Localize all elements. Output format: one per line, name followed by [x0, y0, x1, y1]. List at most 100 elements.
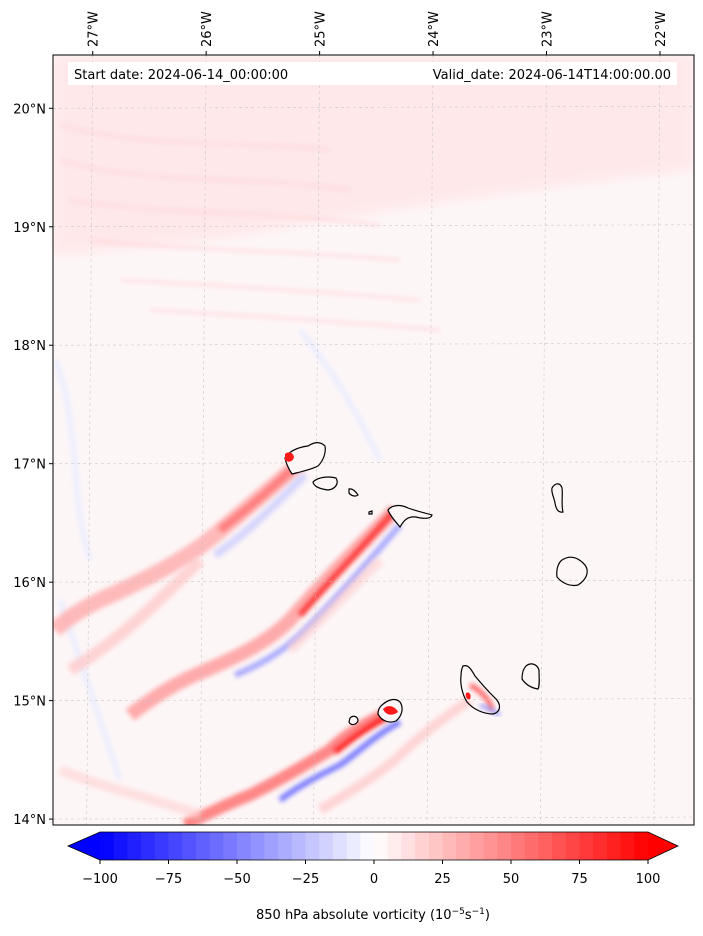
colorbar-segment	[593, 832, 608, 860]
lat-tick-label: 16°N	[13, 576, 46, 591]
colorbar-min-extend-arrow	[68, 832, 100, 860]
colorbar-segment	[182, 832, 197, 860]
lat-tick-label: 17°N	[13, 458, 46, 473]
island-sao-nicolau	[387, 504, 433, 529]
colorbar-segment	[332, 832, 348, 860]
lat-tick-label: 18°N	[13, 339, 46, 354]
colorbar-tick-label: 100	[636, 872, 661, 887]
island-santa-luzia	[348, 488, 359, 497]
lon-tick-label: 23°W	[541, 11, 556, 47]
colorbar-segment	[141, 832, 156, 860]
colorbar-title: 850 hPa absolute vorticity (10−5s−1)	[256, 907, 490, 923]
colorbar-tick-label: 25	[434, 872, 451, 887]
colorbar-max-extend-arrow	[648, 832, 678, 860]
colorbar-segment	[250, 832, 265, 860]
colorbar-segment	[360, 832, 375, 860]
colorbar-segment	[113, 832, 128, 860]
island-santiago	[460, 665, 501, 715]
colorbar-segment	[374, 832, 389, 860]
map-frame	[52, 54, 695, 826]
valid-date-label: Valid_date: 2024-06-14T14:00:00.00	[433, 68, 671, 83]
island-sal	[551, 483, 564, 513]
colorbar-segment	[483, 832, 498, 860]
colorbar-tick-label: 75	[571, 872, 588, 887]
colorbar-segment	[401, 832, 416, 860]
vorticity-streak-negative-1	[212, 472, 308, 559]
colorbar-segment	[565, 832, 581, 860]
lat-tick-label: 15°N	[13, 695, 46, 710]
gridline-lat	[52, 106, 695, 109]
colorbar-ticks: −100 −75 −50 −25 0 25 50 75 100	[82, 860, 660, 887]
colorbar-segment	[209, 832, 224, 860]
colorbar-segment	[456, 832, 471, 860]
island-santo-antao	[284, 442, 326, 475]
gridline-lat	[52, 461, 695, 464]
colorbar-tick-label: −25	[292, 872, 319, 887]
info-box: Start date: 2024-06-14_00:00:00 Valid_da…	[68, 62, 677, 85]
island-brava	[348, 715, 359, 726]
colorbar-segment	[127, 832, 142, 860]
colorbar-segment	[305, 832, 320, 860]
colorbar-segment	[319, 832, 334, 860]
colorbar-tick-label: 50	[503, 872, 520, 887]
colorbar-tick-label: −50	[223, 872, 250, 887]
gridline-lon	[86, 54, 94, 826]
colorbar-segment	[387, 832, 402, 860]
lon-tick-label: 24°W	[427, 11, 442, 47]
colorbar-segment	[497, 832, 512, 860]
gridline-lat	[52, 816, 695, 820]
gridline-lat	[52, 579, 695, 583]
colorbar-segments	[100, 832, 649, 860]
colorbar-segment	[428, 832, 444, 860]
gridline-lon	[199, 54, 207, 826]
longitude-axis: 27°W 26°W 25°W 24°W 23°W 22°W	[87, 11, 669, 55]
colorbar-segment	[237, 832, 252, 860]
colorbar-segment	[524, 832, 539, 860]
lon-tick-label: 27°W	[87, 11, 102, 47]
colorbar-segment	[606, 832, 622, 860]
colorbar-segment	[264, 832, 279, 860]
start-date-label: Start date: 2024-06-14_00:00:00	[74, 68, 288, 83]
gridline-lon	[653, 54, 661, 826]
vorticity-streak-negative-3	[278, 719, 402, 803]
colorbar-tick-label: −75	[155, 872, 182, 887]
lat-tick-label: 14°N	[13, 813, 46, 828]
colorbar-segment	[552, 832, 567, 860]
northern-positive-band	[53, 55, 694, 255]
colorbar-segment	[195, 832, 211, 860]
colorbar-tick-label: −100	[82, 872, 118, 887]
island-sao-vicente	[312, 476, 338, 491]
colorbar-segment	[291, 832, 307, 860]
colorbar: −100 −75 −50 −25 0 25 50 75 100 850 hPa absolute…	[67, 831, 679, 923]
colorbar-segment	[100, 832, 115, 860]
colorbar-segment	[579, 832, 594, 860]
lon-tick-label: 25°W	[314, 11, 329, 47]
colorbar-segment	[415, 832, 430, 860]
info-box-background	[68, 62, 677, 85]
colorbar-segment	[511, 832, 526, 860]
wave-streaks	[59, 123, 441, 332]
vorticity-field	[53, 55, 694, 825]
gridline-lon	[313, 54, 320, 826]
map-border	[52, 54, 695, 826]
vorticity-streak-positive-3	[182, 704, 398, 825]
colorbar-segment	[168, 832, 183, 860]
gridline-lon	[426, 54, 434, 826]
colorbar-segment	[154, 832, 170, 860]
gridlines	[52, 54, 695, 826]
gridline-lat	[52, 698, 695, 701]
lon-tick-label: 26°W	[200, 11, 215, 47]
gridline-lon	[540, 54, 547, 826]
gridline-lat	[52, 342, 695, 346]
island-islet	[368, 510, 373, 515]
colorbar-segment	[346, 832, 361, 860]
colorbar-segment	[634, 832, 649, 860]
colorbar-segment	[223, 832, 238, 860]
colorbar-segment	[278, 832, 293, 860]
colorbar-segment	[620, 832, 635, 860]
latitude-axis: 20°N 19°N 18°N 17°N 16°N 15°N 14°N	[13, 102, 53, 828]
colorbar-segment	[469, 832, 485, 860]
coastlines	[284, 442, 588, 726]
gridline-lat	[52, 224, 695, 228]
